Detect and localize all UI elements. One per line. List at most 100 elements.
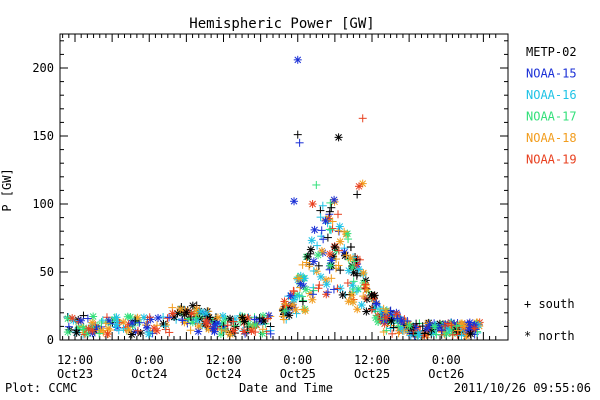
north-point: [348, 281, 357, 290]
south-point: [119, 324, 128, 333]
south-point: [309, 286, 318, 295]
south-point: [165, 313, 174, 322]
south-point: [352, 287, 361, 296]
north-point: [285, 311, 294, 320]
north-point: [112, 320, 121, 329]
north-point: [354, 285, 363, 294]
south-point: [327, 203, 336, 212]
south-point: [97, 317, 106, 326]
south-point: [379, 327, 388, 336]
plot-frame: [59, 33, 509, 341]
x-tick-time: 0:00: [432, 353, 461, 367]
north-point: [143, 323, 152, 332]
south-point: [344, 235, 353, 244]
north-point: [247, 326, 256, 335]
south-point: [444, 319, 453, 328]
south-point: [346, 242, 355, 251]
south-point: [263, 314, 272, 323]
south-point: [327, 226, 336, 235]
north-point: [196, 307, 205, 316]
north-point: [84, 324, 93, 333]
north-point: [322, 280, 331, 289]
legend-entry: NOAA-19: [526, 153, 577, 167]
north-point: [422, 324, 431, 333]
south-point: [144, 328, 153, 337]
north-point: [341, 251, 350, 260]
south-point: [328, 217, 337, 226]
north-point: [63, 328, 72, 337]
south-point: [452, 322, 461, 331]
y-tick-label: 50: [40, 265, 54, 279]
north-point: [470, 324, 479, 333]
north-point: [309, 257, 318, 266]
x-tick-time: 12:00: [57, 353, 93, 367]
north-point: [397, 316, 406, 325]
north-point: [325, 249, 334, 258]
north-point: [127, 330, 136, 339]
south-point: [453, 326, 462, 335]
south-point: [359, 292, 368, 301]
south-point: [329, 285, 338, 294]
north-point: [358, 179, 367, 188]
legend: METP-02 NOAA-15 NOAA-16 NOAA-17 NOAA-18 NOAA-…: [526, 45, 577, 167]
south-point: [367, 305, 376, 314]
north-point: [63, 314, 72, 323]
south-point: [312, 180, 321, 189]
marker-key: + south * north: [524, 297, 575, 343]
north-point: [372, 299, 381, 308]
north-point: [76, 316, 85, 325]
south-point: [178, 316, 187, 325]
footer-plot-credit: Plot: CCMC: [5, 381, 77, 395]
north-point: [466, 329, 475, 338]
north-point: [296, 279, 305, 288]
south-point: [325, 207, 334, 216]
north-point: [303, 252, 312, 261]
north-point: [182, 308, 191, 317]
x-tick-time: 12:00: [205, 353, 241, 367]
north-point: [370, 291, 379, 300]
north-point: [159, 319, 168, 328]
south-point: [317, 226, 326, 235]
x-tick-date: Oct25: [280, 367, 316, 381]
north-point: [251, 321, 260, 330]
north-point: [348, 263, 357, 272]
y-tick-label: 150: [32, 129, 54, 143]
north-point: [301, 285, 310, 294]
x-axis: 12:00Oct230:00Oct2412:00Oct240:00Oct2512…: [57, 34, 497, 381]
south-point: [343, 279, 352, 288]
south-point: [333, 210, 342, 219]
legend-entry: NOAA-16: [526, 88, 577, 102]
north-point: [68, 314, 77, 323]
south-point: [448, 330, 457, 339]
data-points: [63, 55, 484, 340]
north-point: [326, 261, 335, 270]
north-point: [103, 330, 112, 339]
north-point: [387, 316, 396, 325]
north-point: [334, 133, 343, 142]
north-point: [187, 309, 196, 318]
south-point: [334, 246, 343, 255]
north-point: [335, 222, 344, 231]
south-point: [258, 325, 267, 334]
north-point: [330, 195, 339, 204]
north-point: [316, 272, 325, 281]
south-point: [313, 241, 322, 250]
south-point: [354, 265, 363, 274]
north-point: [308, 200, 317, 208]
south-point: [192, 313, 201, 322]
south-point: [327, 274, 336, 283]
south-point: [432, 330, 441, 339]
south-point: [352, 271, 361, 280]
legend-entry: NOAA-18: [526, 131, 577, 145]
south-point: [133, 326, 142, 335]
south-point: [280, 307, 289, 316]
south-point: [186, 326, 195, 335]
north-point: [112, 313, 121, 322]
north-point: [294, 274, 303, 283]
south-point: [336, 266, 345, 275]
south-point: [319, 235, 328, 244]
north-point: [330, 243, 339, 252]
north-point: [290, 197, 299, 206]
legend-entry: METP-02: [526, 45, 577, 59]
